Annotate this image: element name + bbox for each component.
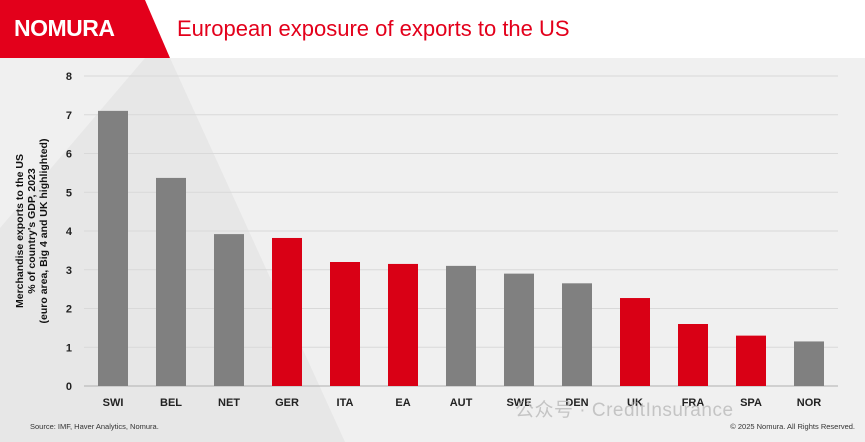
- bar-aut: [446, 265, 476, 386]
- x-tick-label: NET: [218, 397, 240, 409]
- y-axis-label: Merchandise exports to the US% of countr…: [14, 139, 50, 324]
- bar-chart: 0 1 2 3 4 5 6 7 8 SWI BEL NET GER ITA EA AUT SWE DEN UK FR…: [0, 58, 838, 442]
- page-title: European exposure of exports to the US: [177, 16, 570, 41]
- y-tick-label: 5: [66, 187, 72, 199]
- y-tick-label: 6: [66, 149, 72, 161]
- nomura-logo: NOMURA: [0, 0, 170, 58]
- bar-bel: [156, 177, 186, 386]
- logo-text: NOMURA: [14, 15, 115, 41]
- x-tick-label: ITA: [337, 397, 354, 409]
- x-tick-label: FRA: [682, 397, 705, 409]
- y-tick-label: 4: [66, 226, 73, 238]
- x-tick-label: BEL: [160, 397, 182, 409]
- chart-area: 0 1 2 3 4 5 6 7 8 SWI BEL NET GER ITA EA AUT SWE DEN UK FR…: [0, 58, 865, 442]
- x-tick-label: DEN: [565, 397, 588, 409]
- y-tick-label: 0: [66, 381, 72, 393]
- copyright-note: © 2025 Nomura. All Rights Reserved.: [730, 422, 855, 431]
- y-tick-label: 1: [66, 342, 72, 354]
- x-tick-label: GER: [275, 397, 299, 409]
- y-axis-label-line: % of country's GDP, 2023: [26, 168, 38, 294]
- y-tick-label: 7: [66, 110, 72, 122]
- bar-ea: [388, 263, 418, 386]
- bars: [98, 110, 824, 386]
- y-axis-label-line: (euro area, Big 4 and UK highlighted): [38, 139, 50, 324]
- bar-den: [562, 283, 592, 386]
- x-tick-label: UK: [627, 397, 643, 409]
- bar-ger: [272, 237, 302, 386]
- y-tick-label: 2: [66, 304, 72, 316]
- bar-nor: [794, 341, 824, 386]
- bar-spa: [736, 335, 766, 386]
- x-tick-label: EA: [395, 397, 410, 409]
- y-tick-labels: 0 1 2 3 4 5 6 7 8: [66, 71, 73, 393]
- x-tick-label: AUT: [450, 397, 473, 409]
- watermark-text: 公众号 · CreditInsurance: [515, 400, 734, 421]
- bar-fra: [678, 324, 708, 386]
- x-tick-labels: SWI BEL NET GER ITA EA AUT SWE DEN UK FRA SPA NOR: [103, 397, 822, 409]
- header: NOMURA European exposure of exports to t…: [0, 0, 865, 58]
- x-tick-label: SWE: [506, 397, 531, 409]
- y-tick-label: 8: [66, 71, 72, 83]
- bar-ita: [330, 262, 360, 386]
- logo-red-shape: [0, 0, 170, 58]
- source-note: Source: IMF, Haver Analytics, Nomura.: [30, 422, 159, 431]
- x-tick-label: NOR: [797, 397, 822, 409]
- bar-swe: [504, 273, 534, 386]
- bar-uk: [620, 298, 650, 386]
- bar-swi: [98, 110, 128, 386]
- y-tick-label: 3: [66, 265, 72, 277]
- y-axis-label-line: Merchandise exports to the US: [14, 154, 26, 308]
- bar-net: [214, 234, 244, 386]
- x-tick-label: SWI: [103, 397, 124, 409]
- x-tick-label: SPA: [740, 397, 762, 409]
